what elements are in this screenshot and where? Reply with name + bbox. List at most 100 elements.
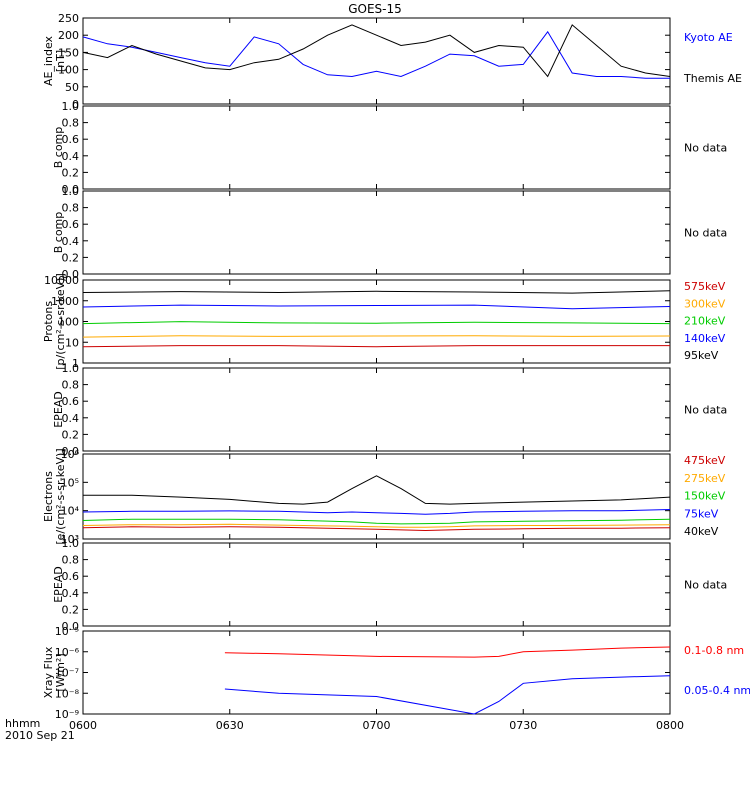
legend-label: 0.05-0.4 nm (684, 684, 750, 697)
y-axis-label: [p/(cm²-s-sr-keV)] (54, 273, 67, 370)
chart-title: GOES-15 (348, 2, 402, 16)
y-tick-label: 0.6 (62, 133, 80, 146)
y-tick-label: 100 (58, 64, 79, 77)
y-tick-label: 50 (65, 81, 79, 94)
series-line (224, 675, 671, 715)
legend-label: 95keV (684, 349, 719, 362)
series-line (82, 523, 671, 528)
x-tick-label: 0630 (216, 719, 244, 732)
legend-label: 0.1-0.8 nm (684, 644, 744, 657)
legend-label: Kyoto AE (684, 31, 733, 44)
y-tick-label: 0.8 (62, 379, 80, 392)
y-axis-label: EPEAD (52, 391, 65, 428)
series-line (82, 526, 671, 532)
y-tick-label: 0.4 (62, 235, 80, 248)
y-tick-label: 250 (58, 12, 79, 25)
series-line (82, 290, 671, 294)
y-tick-label: 0.2 (62, 428, 80, 441)
series-line (82, 24, 671, 78)
x-tick-label: 0800 (656, 719, 684, 732)
panel-frame (82, 17, 671, 105)
y-axis-label: B comp (52, 212, 65, 254)
y-tick-label: 0.6 (62, 218, 80, 231)
y-tick-label: 100 (58, 316, 79, 329)
x-tick-label: 0700 (363, 719, 391, 732)
series-line (82, 304, 671, 310)
y-tick-label: 10⁶ (61, 448, 80, 461)
no-data-note: No data (684, 579, 727, 592)
y-tick-label: 0.6 (62, 570, 80, 583)
legend-label: 40keV (684, 525, 719, 538)
x-tick-label: 0730 (509, 719, 537, 732)
y-axis-label: Protons (42, 301, 55, 342)
legend-label: 575keV (684, 280, 726, 293)
series-line (83, 475, 671, 505)
y-tick-label: 0.0 (62, 183, 80, 196)
legend-label: Themis AE (683, 72, 742, 85)
panel-4: 1 10 100 1000 10000 Protons [p/(cm²-s-sr-keV)]… (42, 273, 726, 370)
panel-frame (82, 105, 671, 190)
y-tick-label: 10000 (44, 274, 79, 287)
panel-2: 0.0 0.2 0.4 0.6 0.8 1.0 B comp No data (52, 100, 727, 196)
y-tick-label: 0.4 (62, 412, 80, 425)
y-tick-label: 0.4 (62, 150, 80, 163)
y-tick-label: 10⁻⁸ (55, 687, 80, 700)
panel-frame (82, 630, 671, 715)
y-tick-label: 10 (65, 336, 79, 349)
series-line (82, 509, 671, 515)
no-data-note: No data (684, 404, 727, 417)
y-axis-label: [W/m²] (54, 653, 67, 691)
panel-3: 0.0 0.2 0.4 0.6 0.8 1.0 B comp No data (52, 185, 727, 281)
panel-frame (82, 367, 671, 452)
legend-label: 475keV (684, 454, 726, 467)
y-tick-label: 10³ (61, 533, 79, 546)
y-tick-label: 0.0 (62, 445, 80, 458)
y-tick-label: 10⁻⁶ (55, 646, 80, 659)
y-tick-label: 1.0 (62, 100, 80, 113)
series-line (82, 321, 671, 325)
panel-5: 0.0 0.2 0.4 0.6 0.8 1.0 EPEAD No data (52, 362, 727, 458)
y-tick-label: 1.0 (62, 537, 80, 550)
y-tick-label: 10⁻⁷ (55, 667, 79, 680)
y-tick-label: 1.0 (62, 185, 80, 198)
y-tick-label: 0 (72, 98, 79, 111)
legend-label: 140keV (684, 332, 726, 345)
y-tick-label: 0.0 (62, 620, 80, 633)
series-line (224, 646, 671, 658)
y-axis-label: EPEAD (52, 566, 65, 603)
y-tick-label: 10⁵ (61, 476, 79, 489)
y-axis-label: [nT] (54, 50, 67, 72)
y-tick-label: 150 (58, 46, 79, 59)
y-tick-label: 0.8 (62, 554, 80, 567)
y-tick-label: 0.8 (62, 202, 80, 215)
y-tick-label: 1000 (51, 295, 79, 308)
legend-label: 275keV (684, 472, 726, 485)
no-data-note: No data (684, 227, 727, 240)
series-line (82, 345, 670, 348)
legend-label: 300keV (684, 297, 726, 310)
legend-label: 150keV (684, 490, 726, 503)
y-tick-label: 0.0 (62, 268, 80, 281)
y-tick-label: 0.2 (62, 251, 80, 264)
y-tick-label: 0.6 (62, 395, 80, 408)
time-unit-label: hhmm (5, 717, 40, 730)
y-axis-label: [e/(cm²-s-sr-keV)] (54, 448, 67, 544)
y-tick-label: 0.2 (62, 603, 80, 616)
panel-frame (82, 542, 671, 627)
no-data-note: No data (684, 142, 727, 155)
y-axis-label: Xray Flux (42, 646, 55, 698)
series-line (82, 335, 671, 338)
y-axis-label: B comp (52, 127, 65, 169)
y-tick-label: 0.4 (62, 587, 80, 600)
panel-6: 10³ 10⁴ 10⁵ 10⁶ Electrons [e/(cm²-s-sr-keV)] 4… (42, 448, 726, 546)
x-tick-label: 0600 (69, 719, 97, 732)
date-label: 2010 Sep 21 (5, 729, 75, 742)
y-tick-label: 10⁻⁵ (55, 625, 79, 638)
y-axis-label: AE_index (42, 35, 55, 86)
y-tick-label: 1.0 (62, 362, 80, 375)
panel-frame (82, 190, 671, 275)
y-tick-label: 10⁻⁹ (55, 708, 79, 721)
legend-label: 210keV (684, 315, 726, 328)
y-tick-label: 0.8 (62, 117, 80, 130)
y-tick-label: 1 (72, 357, 79, 370)
